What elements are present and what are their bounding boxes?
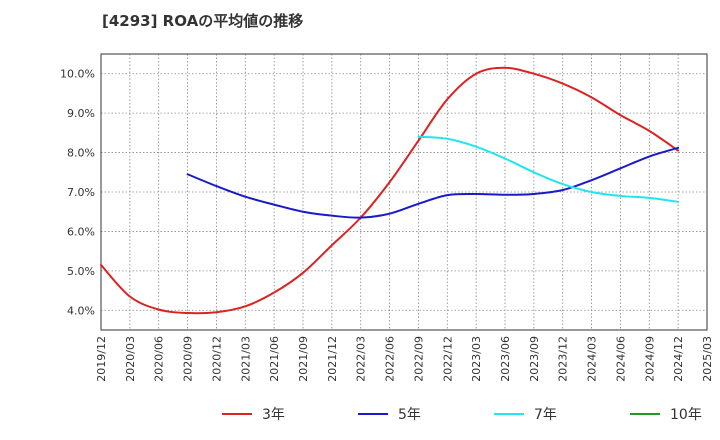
x-tick-label: 2020/09 [182, 336, 195, 382]
x-tick-label: 2021/09 [297, 336, 310, 382]
x-tick-label: 2020/12 [210, 336, 223, 382]
chart-title: [4293] ROAの平均値の推移 [102, 12, 304, 30]
x-tick-label: 2022/06 [384, 336, 397, 382]
legend-label-1: 3年 [262, 407, 285, 423]
x-tick-label: 2021/12 [326, 336, 339, 382]
y-tick-label: 4.0% [67, 304, 95, 317]
legend-label-2: 5年 [398, 407, 421, 423]
y-tick-label: 8.0% [67, 147, 95, 160]
y-tick-label: 5.0% [67, 265, 95, 278]
y-tick-label: 7.0% [67, 186, 95, 199]
x-tick-label: 2023/03 [470, 336, 483, 382]
series-line-3 [417, 135, 680, 203]
legend-label-3: 7年 [534, 407, 557, 423]
legend-label-4: 10年 [670, 407, 702, 423]
x-tick-label: 2024/03 [586, 336, 599, 382]
x-tick-label: 2020/03 [124, 336, 137, 382]
x-tick-label: 2023/09 [528, 336, 541, 382]
x-tick-label: 2022/12 [441, 336, 454, 382]
x-tick-label: 2019/12 [95, 336, 108, 382]
series-line-2 [186, 146, 680, 219]
x-tick-label: 2024/09 [643, 336, 656, 382]
y-tick-label: 6.0% [67, 225, 95, 238]
x-tick-label: 2025/03 [701, 336, 714, 382]
series-line-1 [100, 66, 680, 315]
y-tick-label: 9.0% [67, 107, 95, 120]
plot-border [100, 53, 708, 331]
x-tick-label: 2021/03 [239, 336, 252, 382]
x-tick-label: 2024/06 [614, 336, 627, 382]
x-tick-label: 2022/09 [412, 336, 425, 382]
x-tick-label: 2023/12 [557, 336, 570, 382]
x-tick-label: 2023/06 [499, 336, 512, 382]
x-tick-label: 2024/12 [672, 336, 685, 382]
x-tick-label: 2020/06 [153, 336, 166, 382]
x-tick-label: 2022/03 [355, 336, 368, 382]
x-tick-label: 2021/06 [268, 336, 281, 382]
y-tick-label: 10.0% [60, 68, 95, 81]
